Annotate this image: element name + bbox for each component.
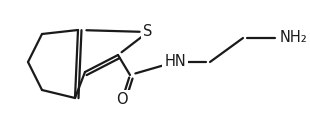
Text: NH₂: NH₂ bbox=[280, 30, 308, 45]
Text: S: S bbox=[143, 24, 153, 39]
Text: HN: HN bbox=[164, 54, 186, 69]
Text: O: O bbox=[116, 93, 128, 108]
